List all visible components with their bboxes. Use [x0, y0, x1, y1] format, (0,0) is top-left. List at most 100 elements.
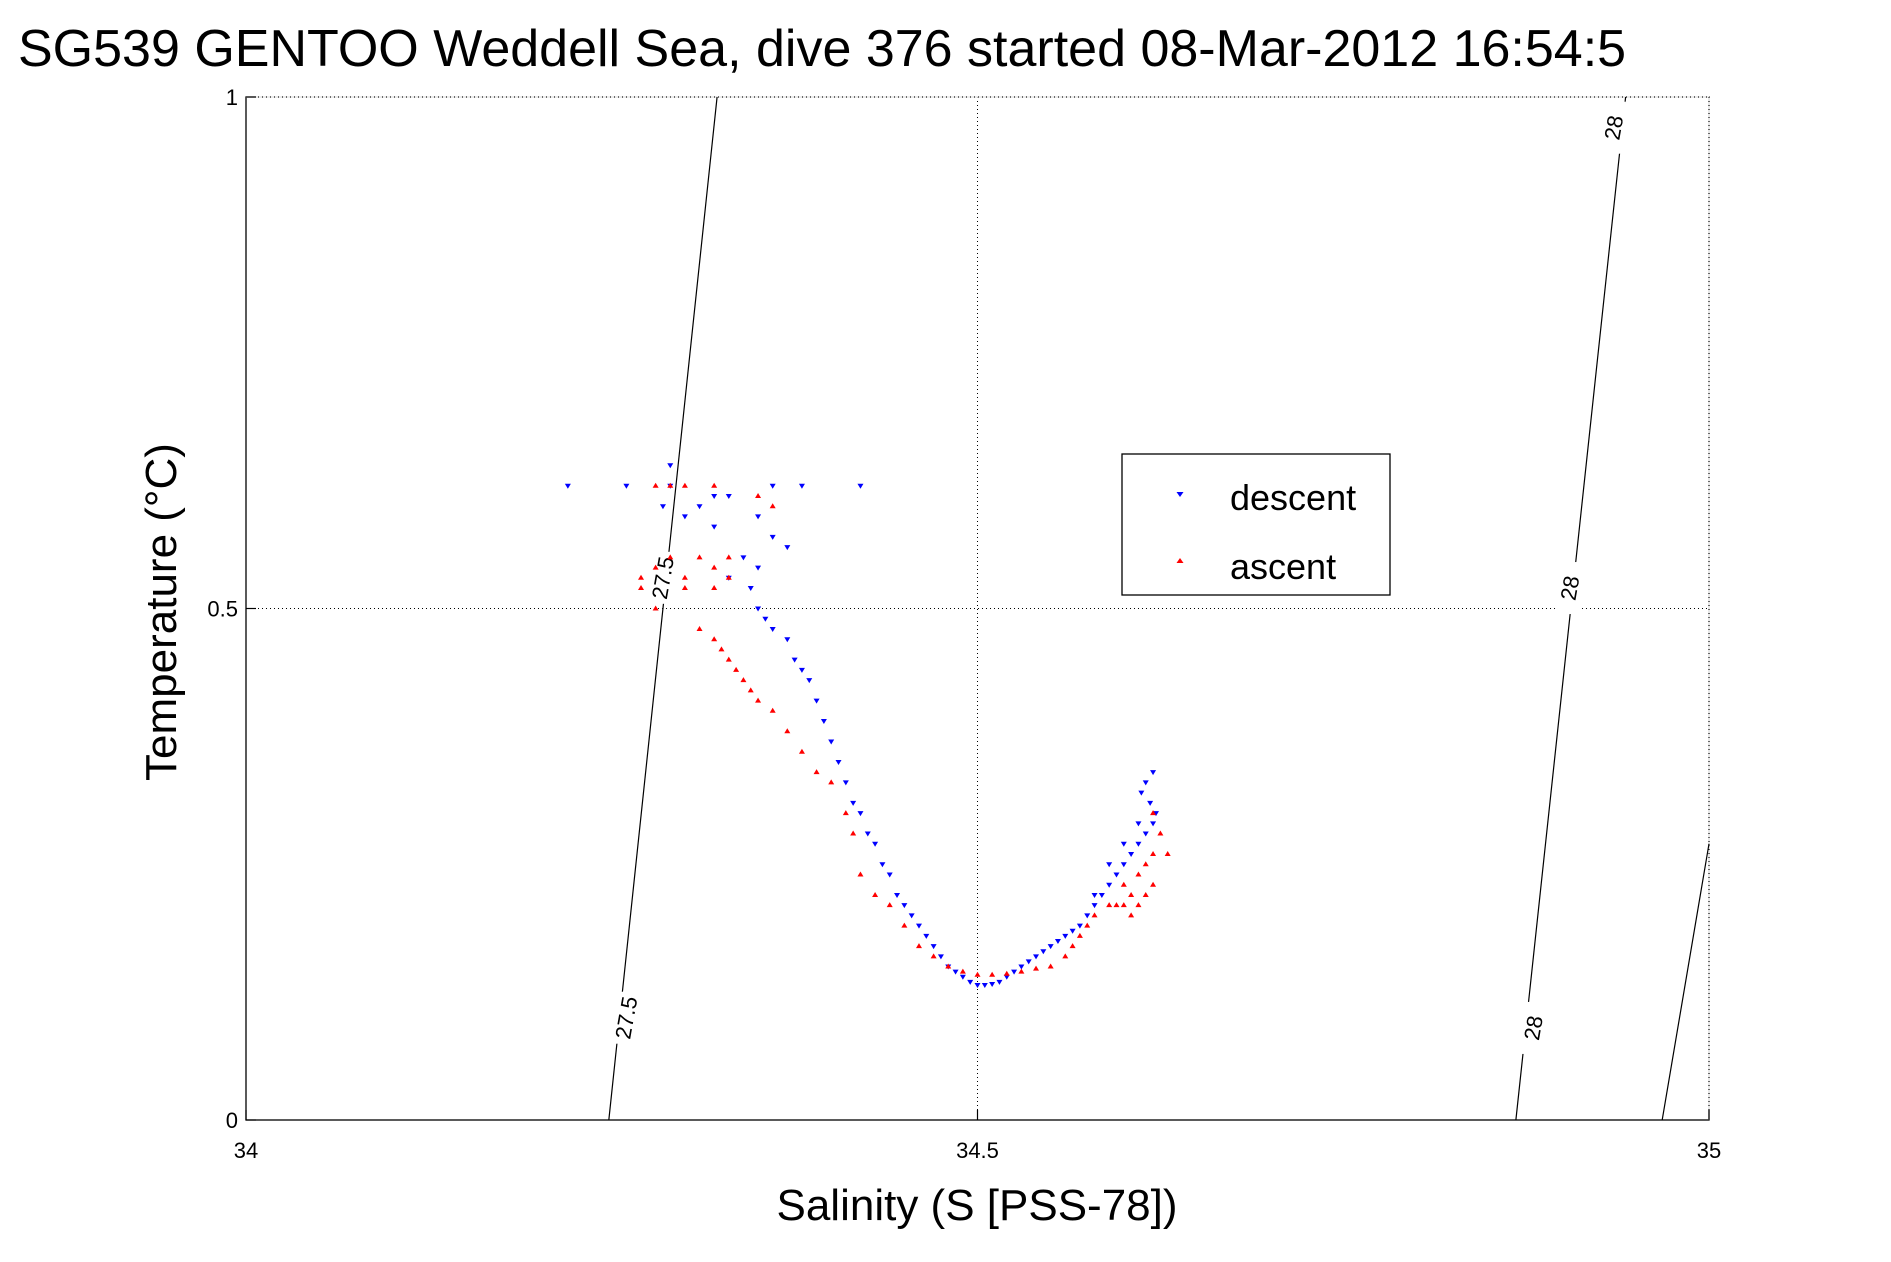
grid [246, 96, 1710, 1120]
point-descent [842, 780, 849, 786]
point-ascent [638, 585, 645, 591]
point-ascent [638, 574, 645, 580]
point-ascent [915, 943, 922, 949]
point-descent [864, 831, 871, 837]
point-descent [1098, 892, 1105, 898]
point-ascent [1150, 881, 1157, 887]
point-descent [850, 800, 857, 806]
point-ascent [1142, 891, 1149, 897]
point-descent [1138, 790, 1145, 796]
y-tick-label: 0.5 [207, 597, 238, 622]
point-descent [908, 913, 915, 919]
point-descent [1025, 959, 1032, 965]
point-ascent [1018, 968, 1025, 974]
isopycnal-label: 28 [1519, 1014, 1548, 1042]
point-ascent [740, 677, 747, 683]
point-ascent [725, 656, 732, 662]
point-descent [769, 483, 776, 489]
point-descent [952, 969, 959, 975]
point-descent [784, 545, 791, 551]
y-tick-label: 0 [226, 1108, 238, 1133]
point-ascent [733, 666, 740, 672]
plot-frame [245, 96, 1710, 1121]
point-descent [1106, 882, 1113, 888]
point-ascent [681, 574, 688, 580]
point-ascent [1135, 902, 1142, 908]
point-descent [1091, 903, 1098, 909]
point-ascent [1128, 912, 1135, 918]
point-ascent [1120, 881, 1127, 887]
x-tick-label: 35 [1697, 1138, 1721, 1163]
point-descent [791, 657, 798, 663]
point-descent [798, 667, 805, 673]
point-descent [835, 759, 842, 765]
point-descent [1128, 852, 1135, 858]
point-ascent [696, 625, 703, 631]
point-ascent [681, 482, 688, 488]
x-axis-label: Salinity (S [PSS-78]) [776, 1181, 1177, 1230]
point-descent [886, 872, 893, 878]
point-descent [915, 923, 922, 929]
point-ascent [1047, 963, 1054, 969]
point-descent [872, 841, 879, 847]
point-descent [1047, 944, 1054, 950]
point-ascent [1062, 953, 1069, 959]
point-descent [923, 933, 930, 939]
point-ascent [747, 687, 754, 693]
point-ascent [1157, 830, 1164, 836]
point-ascent [652, 482, 659, 488]
point-ascent [784, 728, 791, 734]
axis-ticks: 34 34.5 35 0 0.5 1 [207, 85, 1721, 1163]
point-ascent [798, 748, 805, 754]
point-descent [937, 954, 944, 960]
point-descent [1142, 831, 1149, 837]
point-descent [806, 678, 813, 684]
point-ascent [769, 503, 776, 509]
point-descent [1150, 821, 1157, 827]
point-descent [1142, 780, 1149, 786]
point-descent [623, 483, 630, 489]
point-ascent [667, 482, 674, 488]
point-descent [681, 514, 688, 520]
point-descent [784, 637, 791, 643]
point-descent [1084, 913, 1091, 919]
point-descent [901, 903, 908, 909]
point-ascent [725, 554, 732, 560]
point-descent [989, 981, 996, 987]
point-descent [755, 606, 762, 612]
point-descent [857, 811, 864, 817]
point-ascent [872, 891, 879, 897]
chart-title: SG539 GENTOO Weddell Sea, dive 376 start… [18, 20, 1626, 78]
point-ascent [828, 779, 835, 785]
point-descent [1147, 800, 1154, 806]
point-descent [1135, 821, 1142, 827]
point-descent [974, 982, 981, 988]
point-ascent [974, 971, 981, 977]
point-descent [959, 974, 966, 980]
point-descent [894, 892, 901, 898]
point-descent [1076, 923, 1083, 929]
point-descent [1135, 841, 1142, 847]
point-descent [967, 979, 974, 985]
legend: descent ascent [1121, 453, 1391, 596]
point-descent [696, 504, 703, 510]
isopycnal-label: 28 [1599, 113, 1628, 141]
point-ascent [711, 585, 718, 591]
data-series [564, 463, 1171, 988]
point-descent [1018, 964, 1025, 970]
point-ascent [1003, 970, 1010, 976]
legend-marker-ascent [1176, 558, 1184, 563]
point-ascent [959, 968, 966, 974]
point-ascent [681, 585, 688, 591]
point-descent [1106, 862, 1113, 868]
point-ascent [1091, 912, 1098, 918]
point-ascent [1142, 861, 1149, 867]
point-ascent [857, 871, 864, 877]
point-ascent [1150, 810, 1157, 816]
point-ascent [1135, 871, 1142, 877]
point-descent [762, 616, 769, 622]
series-ascent [638, 482, 1171, 977]
point-descent [1003, 974, 1010, 980]
y-axis-label: Temperature (°C) [137, 443, 186, 781]
